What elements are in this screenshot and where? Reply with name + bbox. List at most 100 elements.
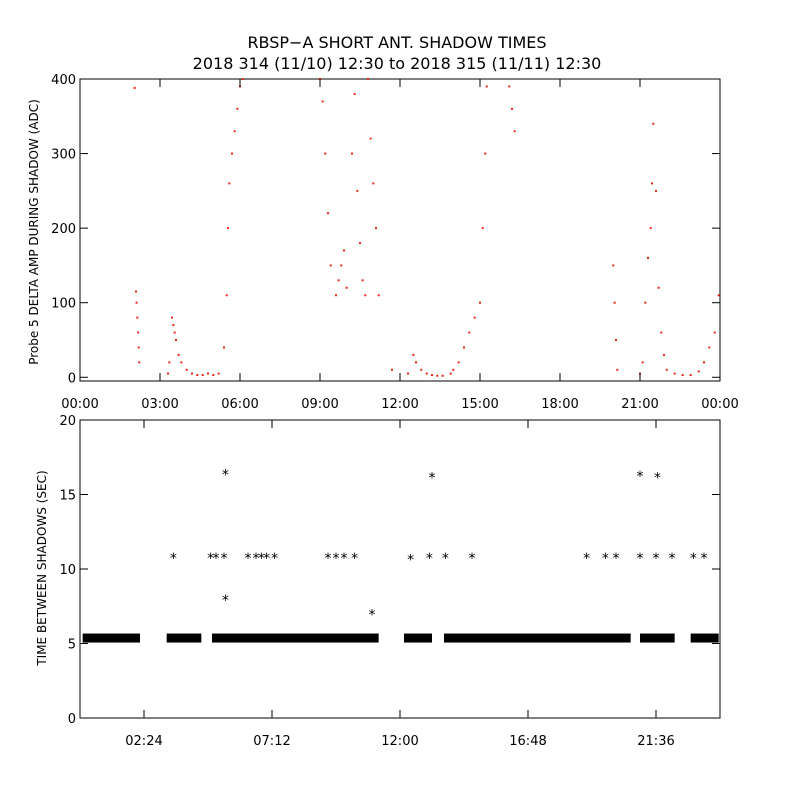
data-point: *: [469, 551, 476, 567]
data-point: [708, 346, 711, 349]
chart-title-line2: 2018 314 (11/10) 12:30 to 2018 315 (11/1…: [193, 54, 602, 73]
x-tick-label: 03:00: [141, 397, 178, 412]
data-point: [613, 301, 616, 304]
data-point: *: [258, 551, 265, 567]
data-point: [353, 92, 356, 95]
bottom-plot-frame: [79, 419, 721, 719]
data-point: [225, 294, 228, 297]
data-point: *: [271, 551, 278, 567]
data-point: [172, 324, 175, 327]
top-ticks: 00:00 03:00 06:00 09:00 12:00 15:00 18:00 21:00…: [51, 73, 739, 412]
x-tick-label: 00:00: [701, 397, 738, 412]
x-tick-label: 21:00: [621, 397, 658, 412]
data-point: *: [669, 551, 676, 567]
data-point: [175, 338, 177, 341]
data-point: [329, 264, 332, 267]
data-point: [135, 290, 137, 293]
data-point: *: [653, 551, 660, 567]
band-segment: [82, 633, 140, 643]
data-point: [513, 130, 516, 133]
data-point: *: [253, 551, 260, 567]
data-point: *: [341, 551, 348, 567]
data-point: *: [407, 553, 414, 569]
y-tick-label: 5: [68, 638, 76, 653]
data-point: [369, 137, 372, 140]
data-point: *: [369, 608, 376, 624]
y-tick-label: 0: [68, 712, 76, 727]
x-tick-label: 00:00: [61, 397, 98, 412]
x-tick-label: 18:00: [541, 397, 578, 412]
data-point: [343, 249, 345, 252]
data-point: [703, 361, 705, 364]
data-point: *: [613, 551, 620, 567]
x-tick-label: 21:36: [637, 734, 674, 749]
y-tick-label: 10: [59, 563, 76, 578]
data-point: [485, 85, 488, 88]
data-point: [372, 182, 375, 185]
data-point: *: [654, 471, 661, 487]
bottom-y-axis-label: TIME BETWEEN SHADOWS (SEC): [35, 470, 49, 666]
data-point: [177, 353, 180, 356]
y-tick-label: 15: [59, 489, 76, 504]
x-tick-label: 16:48: [509, 734, 546, 749]
data-point: [449, 372, 452, 375]
data-point: [473, 316, 476, 319]
x-tick-label: 07:12: [253, 734, 290, 749]
data-point: [647, 256, 649, 259]
data-point: *: [429, 471, 436, 487]
data-point: [484, 152, 487, 155]
y-tick-label: 300: [51, 148, 76, 163]
bottom-ticks: 02:24 07:12 12:00 16:48 21:36 0 5 10 15 20: [59, 414, 720, 749]
data-point: [356, 189, 359, 192]
bottom-points: * ** **** *** * * * * *** *** * * * *** *** * *: [170, 468, 708, 624]
data-point: [612, 264, 615, 267]
data-point: *: [170, 551, 177, 567]
data-point: [138, 361, 141, 364]
x-tick-label: 15:00: [461, 397, 498, 412]
data-point: [135, 301, 138, 304]
data-point: *: [213, 551, 220, 567]
data-point: [201, 374, 204, 377]
band-segment: [166, 633, 202, 643]
data-point: [425, 372, 428, 375]
data-point: [136, 316, 139, 319]
y-tick-label: 400: [51, 73, 76, 88]
data-point: [615, 338, 617, 341]
band-segment: [444, 633, 631, 643]
data-point: [452, 368, 455, 371]
y-tick-label: 20: [59, 414, 76, 429]
data-point: [231, 152, 233, 155]
data-point: [171, 316, 173, 319]
data-point: [616, 368, 619, 371]
data-point: [340, 264, 343, 267]
data-point: [217, 372, 220, 375]
data-point: *: [637, 469, 644, 485]
data-point: [441, 374, 444, 377]
band-segment: [212, 633, 379, 643]
data-point: [468, 331, 471, 334]
data-point: *: [426, 551, 433, 567]
data-point: [173, 331, 176, 334]
top-y-axis-label: Probe 5 DELTA AMP DURING SHADOW (ADC): [27, 99, 41, 365]
data-point: [649, 227, 652, 230]
data-point: [479, 301, 481, 304]
data-point: [644, 301, 647, 304]
data-point: [227, 227, 229, 230]
data-point: [191, 372, 193, 375]
data-point: [415, 361, 417, 364]
data-point: [351, 152, 353, 155]
data-point: [345, 286, 348, 289]
data-point: [663, 353, 665, 356]
data-point: *: [325, 551, 332, 567]
x-tick-label: 06:00: [221, 397, 258, 412]
data-point: *: [263, 551, 270, 567]
data-point: [511, 107, 513, 110]
data-point: [436, 374, 439, 377]
data-point: [236, 107, 239, 110]
data-point: *: [333, 551, 340, 567]
y-tick-label: 200: [51, 222, 76, 237]
data-point: [641, 361, 644, 364]
data-point: [364, 294, 367, 297]
data-point: [167, 372, 169, 375]
